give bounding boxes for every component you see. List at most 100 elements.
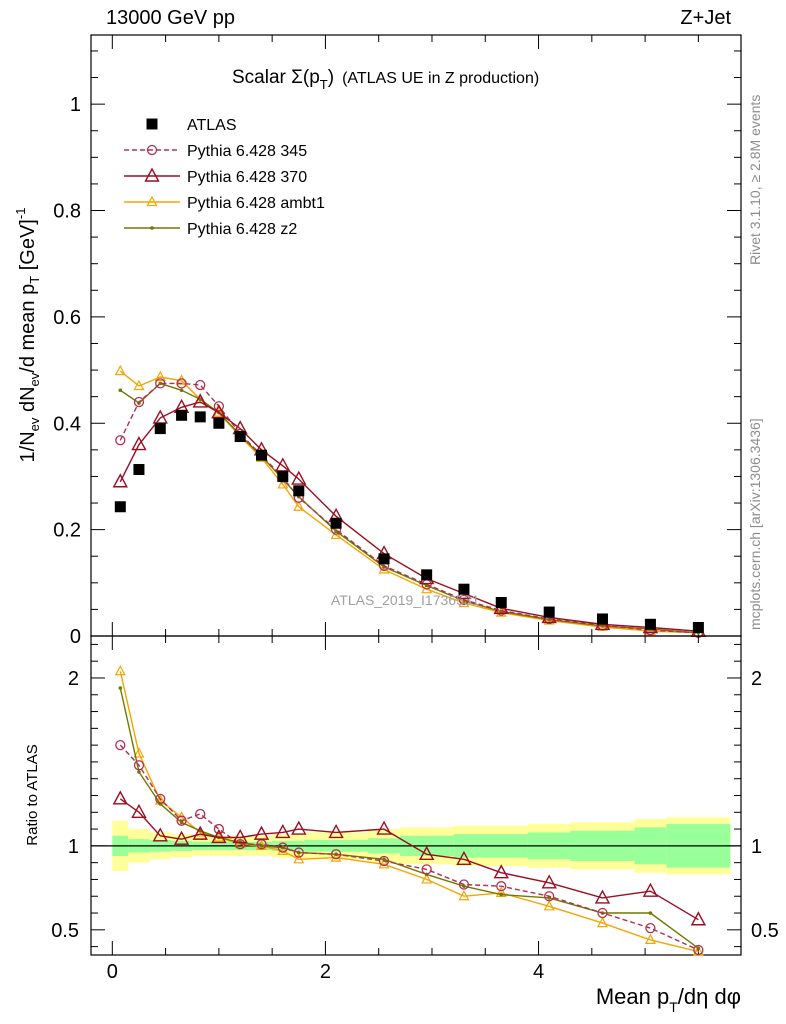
data-point [146, 144, 158, 156]
data-point [541, 874, 557, 889]
ratio-tick-label: 1 [68, 836, 79, 858]
data-point [378, 553, 390, 565]
energy-label: 13000 GeV pp [106, 7, 235, 29]
data-point [458, 889, 470, 901]
y-tick-label: 0.2 [53, 520, 81, 542]
legend-item: Pythia 6.428 z2 [124, 221, 297, 238]
data-point [458, 879, 470, 890]
data-point [378, 563, 390, 574]
data-point [328, 823, 344, 839]
plot-title: Scalar Σ(pT) (ATLAS UE in Z production) [232, 67, 539, 92]
data-point [458, 583, 470, 595]
analysis-watermark: ATLAS_2019_I1736531 [331, 592, 480, 608]
data-point [213, 401, 225, 412]
data-point [277, 478, 289, 489]
data-point [596, 916, 608, 928]
data-point [259, 844, 264, 848]
data-point [253, 825, 270, 840]
axes-frame [90, 635, 742, 956]
data-point [644, 618, 656, 630]
data-point [179, 388, 184, 393]
data-point [235, 839, 246, 850]
bottom-frame: 0.5 0.5 1 1 2 2 0 2 4 [51, 635, 779, 983]
data-point [131, 436, 147, 451]
data-point [192, 393, 208, 408]
data-point [137, 770, 141, 774]
data-point [334, 529, 338, 534]
data-point [496, 881, 507, 892]
series-pythia-6-428-370 [112, 790, 707, 926]
data-point [493, 864, 509, 879]
ratio-tick-label: 2 [68, 668, 79, 690]
data-point [152, 827, 168, 842]
data-point [293, 853, 305, 864]
data-point [131, 803, 147, 818]
data-point [462, 884, 466, 888]
rivet-note: Rivet 3.1.10, ≥ 2.8M events [747, 95, 763, 265]
data-point [421, 569, 433, 581]
data-point [114, 501, 126, 513]
data-point [597, 907, 608, 919]
data-point [146, 118, 158, 130]
data-point [594, 889, 611, 904]
data-point [213, 823, 225, 835]
data-point [543, 900, 555, 911]
data-point [146, 195, 158, 207]
mcplots-note: mcplots.cern.ch [arXiv:1306.3436] [747, 418, 763, 630]
data-point [115, 435, 126, 446]
legend-item: Pythia 6.428 370 [124, 167, 307, 186]
data-point [330, 517, 342, 529]
data-point [645, 922, 656, 934]
data-point [543, 606, 555, 618]
data-point [155, 378, 166, 389]
data-point [291, 470, 307, 485]
ratio-tick-label-right: 2 [751, 668, 762, 690]
data-point [275, 457, 291, 472]
data-point [330, 851, 342, 862]
series-line [119, 798, 699, 921]
data-point [133, 464, 145, 476]
series-pythia-6-428-345 [115, 739, 704, 956]
ratio-tick-label-right: 1 [751, 836, 762, 858]
data-point [421, 873, 433, 884]
data-point [194, 411, 206, 423]
data-point [596, 613, 608, 625]
data-point [378, 855, 390, 867]
data-point [118, 686, 123, 690]
data-point [211, 829, 227, 844]
data-point [112, 790, 128, 805]
data-point [155, 793, 166, 805]
y-tick-label: 0.4 [53, 413, 81, 435]
data-point [176, 378, 187, 389]
data-point [644, 933, 656, 944]
data-point [114, 664, 126, 676]
data-point [133, 396, 145, 408]
process-label: Z+Jet [680, 7, 731, 29]
svg-text:Rivet 3.1.10, ≥ 2.8M events: Rivet 3.1.10, ≥ 2.8M events [747, 95, 763, 265]
plot-title-extra: (ATLAS UE in Z production) [342, 70, 539, 87]
data-point [176, 409, 188, 421]
data-point [195, 808, 206, 820]
data-point [114, 364, 126, 376]
data-point [133, 760, 145, 771]
legend: ATLAS Pythia 6.428 345 Pythia 6.428 370 Pyt… [124, 117, 325, 238]
legend-label: Pythia 6.428 370 [187, 169, 307, 186]
data-point [158, 381, 163, 386]
series-line [119, 671, 699, 953]
data-point [154, 370, 166, 382]
data-point [293, 500, 305, 511]
data-point [692, 621, 704, 633]
legend-label: ATLAS [187, 117, 237, 134]
ratio-series [112, 664, 707, 956]
data-point [277, 844, 289, 856]
legend-label: Pythia 6.428 z2 [187, 221, 297, 238]
y-tick-label: 0 [70, 626, 81, 648]
data-point [133, 747, 145, 758]
data-point [458, 594, 470, 605]
data-point [648, 911, 653, 915]
top-series [112, 364, 707, 638]
data-point [213, 417, 225, 429]
data-point [456, 850, 472, 865]
data-point [118, 388, 123, 393]
data-point [152, 409, 168, 424]
